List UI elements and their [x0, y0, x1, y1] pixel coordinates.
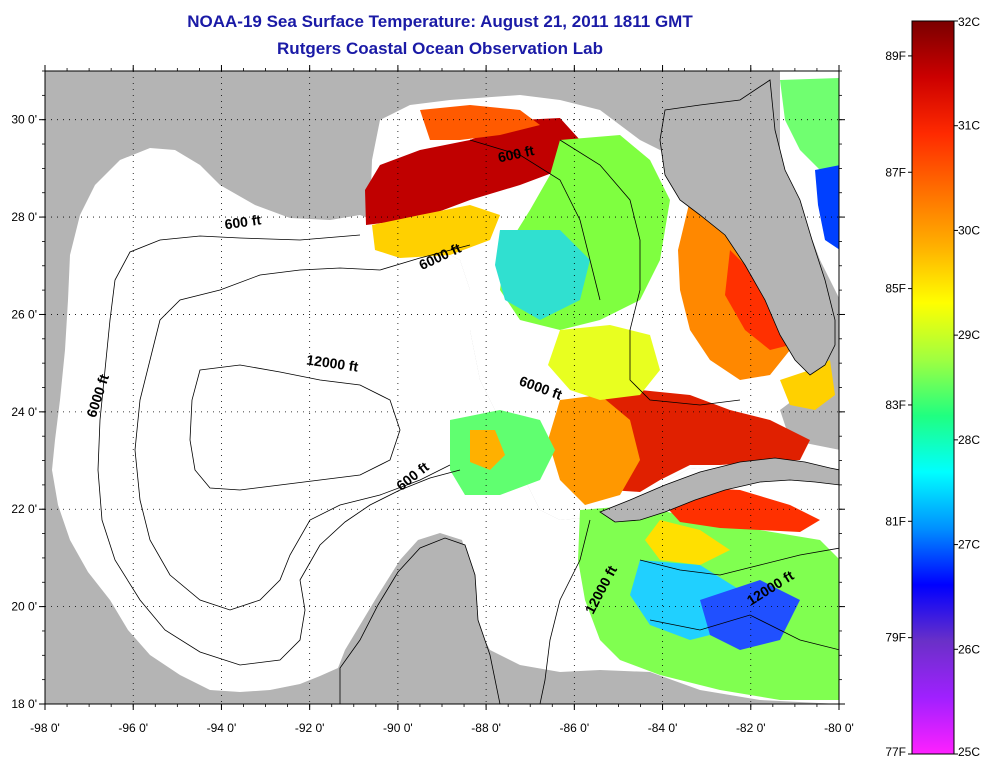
colorbar-celsius-label: 32C [958, 15, 980, 29]
cuba-land [599, 457, 839, 523]
lat-tick-label: 28 0' [11, 210, 37, 224]
lon-tick-label: -90 0' [383, 721, 413, 735]
colorbar-gradient [911, 20, 955, 755]
sst-patch-loop-current-red [590, 390, 810, 492]
sst-patch-northern-shelf-orange [420, 105, 540, 140]
contour-florida-shelf-inner [469, 139, 601, 301]
contour-caribbean [639, 547, 839, 576]
lon-tick-label: -88 0' [471, 721, 501, 735]
colorbar-celsius-label: 26C [958, 642, 980, 656]
sst-patch-louisiana-yellow [372, 205, 500, 258]
colorbar-celsius-label: 25C [958, 745, 980, 759]
map-content [52, 71, 839, 704]
lat-tick-label: 26 0' [11, 307, 37, 321]
lat-tick-label: 24 0' [11, 405, 37, 419]
contour-label: 12000 ft [305, 352, 359, 375]
contour-caribbean-2 [649, 614, 839, 651]
colorbar-fahrenheit-label: 77F [885, 745, 906, 759]
contour-600ft-west [97, 234, 461, 666]
lon-tick-label: -86 0' [560, 721, 590, 735]
florida-land [659, 79, 836, 376]
colorbar-fahrenheit-label: 81F [885, 514, 906, 528]
sst-patch-cayman-red [660, 488, 820, 532]
map-title: NOAA-19 Sea Surface Temperature: August … [187, 12, 693, 31]
lat-tick-label: 30 0' [11, 113, 37, 127]
lon-tick-label: -94 0' [207, 721, 237, 735]
lon-tick-label: -80 0' [824, 721, 854, 735]
colorbar-fahrenheit-label: 83F [885, 398, 906, 412]
sst-patch-loop-current-orange [548, 395, 640, 505]
lat-tick-label: 20 0' [11, 600, 37, 614]
sst-patch-florida-keys-yellow [780, 360, 835, 410]
colorbar-labels: 32C 31C 30C 29C 28C 27C 26C 25C 89F 87F 85F 83F 81F 7… [885, 15, 980, 759]
sst-patch-east-yellow [548, 325, 660, 400]
sst-patch-atlantic-green [780, 78, 839, 180]
colorbar-fahrenheit-label: 87F [885, 165, 906, 179]
bathymetry-contours [97, 139, 839, 704]
contour-6000ft-west [134, 244, 471, 611]
colorbar-fahrenheit-label: 79F [885, 631, 906, 645]
lon-tick-label: -84 0' [648, 721, 678, 735]
lon-tick-label: -96 0' [118, 721, 148, 735]
sst-patch-florida-shelf-red [725, 250, 790, 350]
map-subtitle: Rutgers Coastal Ocean Observation Lab [277, 39, 603, 58]
contour-florida-shelf [559, 139, 741, 406]
colorbar-celsius-label: 27C [958, 538, 980, 552]
contour-label: 600 ft [496, 142, 535, 165]
contour-yucatan-channel [539, 519, 591, 704]
lon-tick-label: -92 0' [295, 721, 325, 735]
colorbar-celsius-label: 30C [958, 223, 980, 237]
lat-tick-label: 18 0' [11, 697, 37, 711]
lon-tick-label: -98 0' [30, 721, 60, 735]
colorbar-celsius-label: 28C [958, 433, 980, 447]
sst-patch-atlantic-blue [815, 165, 839, 250]
contour-label: 600 ft [224, 211, 263, 232]
colorbar-fahrenheit-label: 85F [885, 282, 906, 296]
lon-tick-label: -82 0' [736, 721, 766, 735]
colorbar-celsius-label: 29C [958, 328, 980, 342]
contour-12000ft [189, 364, 401, 491]
sst-patches [365, 78, 839, 700]
sst-patch-northern-shelf-hot [365, 118, 580, 225]
lat-tick-label: 22 0' [11, 502, 37, 516]
sst-patch-central-cyan [495, 230, 590, 320]
yucatan-land [339, 537, 501, 704]
colorbar-celsius-label: 31C [958, 119, 980, 133]
sst-patch-yucatan-yellow [645, 520, 730, 565]
sst-patch-west-orange [470, 430, 505, 470]
colorbar-fahrenheit-label: 89F [885, 49, 906, 63]
map-axes: -98 0' -96 0' -94 0' -92 0' -90 0' -88 0' -86 … [11, 65, 854, 735]
